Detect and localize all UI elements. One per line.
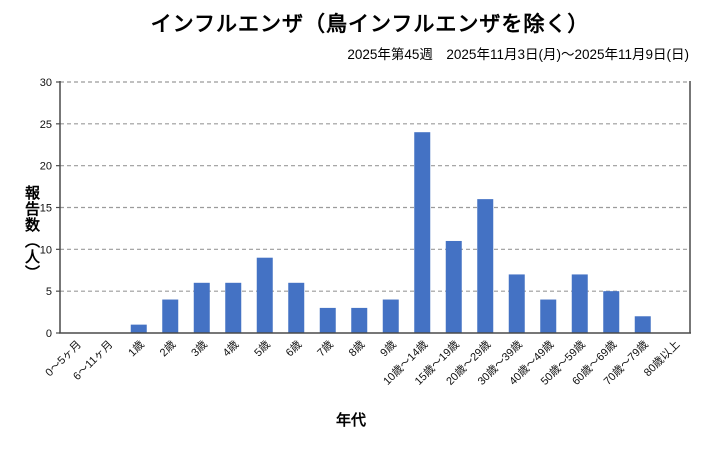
x-tick-label: 3歳 — [189, 338, 210, 359]
x-axis-title: 年代 — [335, 412, 366, 429]
chart-subtitle: 2025年第45週 2025年11月3日(月)～2025年11月9日(日) — [347, 47, 689, 62]
y-tick-label: 15 — [40, 203, 52, 215]
y-tick-label: 10 — [40, 244, 52, 256]
bar — [634, 316, 651, 333]
y-tick-label: 0 — [46, 328, 52, 340]
x-tick-label: 1歳 — [126, 338, 147, 359]
x-tick-label: 8歳 — [346, 338, 367, 359]
x-tick-label: 4歳 — [220, 338, 241, 359]
bar — [477, 199, 494, 333]
x-tick-label: 5歳 — [252, 338, 273, 359]
bar — [162, 299, 179, 333]
bar — [414, 132, 431, 333]
bar — [351, 307, 368, 333]
bar — [540, 299, 557, 333]
bar — [508, 274, 525, 333]
bar — [193, 282, 210, 333]
bar — [603, 291, 620, 333]
bar — [382, 299, 399, 333]
chart-title: インフルエンザ（鳥インフルエンザを除く） — [150, 13, 590, 36]
y-tick-label: 5 — [46, 286, 52, 298]
bar — [225, 282, 242, 333]
bar — [256, 257, 273, 333]
bar — [319, 307, 336, 333]
x-tick-label: 7歳 — [315, 338, 336, 359]
y-axis-title: 報告数（人） — [23, 185, 40, 281]
bar — [130, 324, 147, 333]
bar — [445, 240, 462, 333]
y-tick-label: 25 — [40, 119, 52, 131]
bar — [571, 274, 588, 333]
bar — [288, 282, 305, 333]
x-tick-label: 2歳 — [157, 338, 178, 359]
x-tick-label: 9歳 — [378, 338, 399, 359]
y-tick-label: 20 — [40, 161, 52, 173]
x-tick-label: 6歳 — [283, 338, 304, 359]
y-tick-label: 30 — [40, 77, 52, 89]
